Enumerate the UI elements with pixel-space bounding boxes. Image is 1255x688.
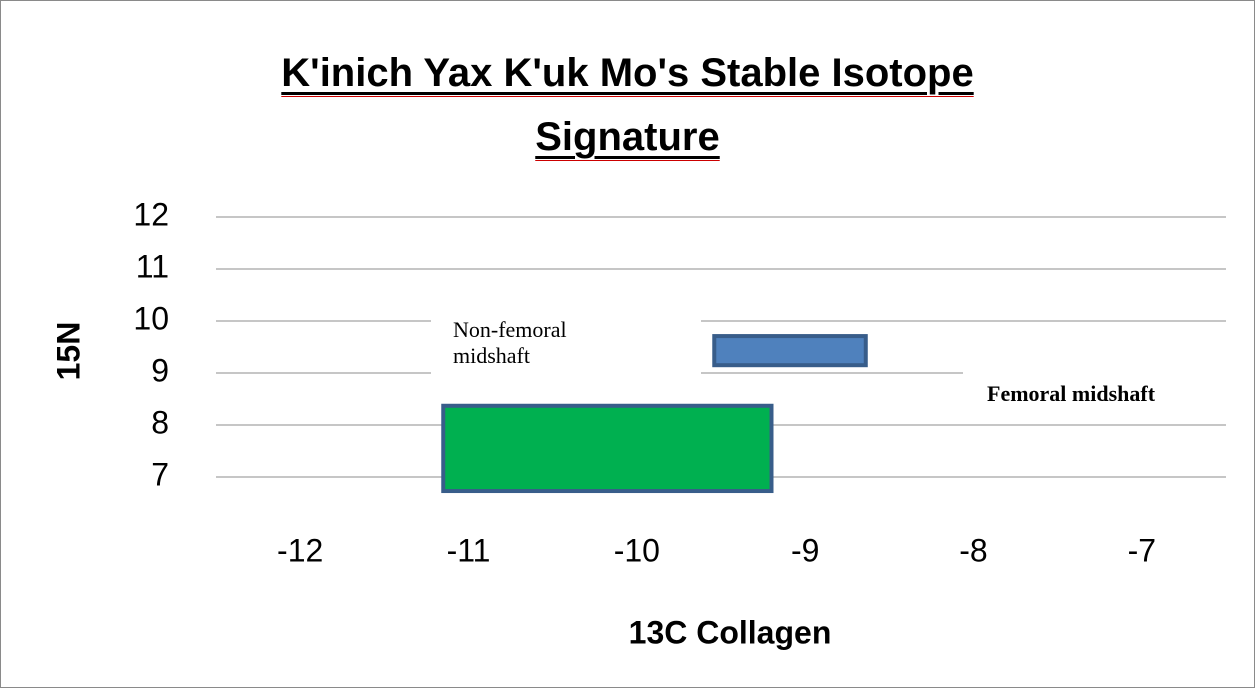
series-label: Femoral midshaft	[963, 369, 1254, 417]
x-axis-label: 13C Collagen	[629, 614, 832, 650]
y-tick-label: 7	[151, 456, 169, 492]
y-tick-label: 12	[133, 196, 169, 232]
x-tick-label: -11	[447, 532, 491, 568]
chart-title: K'inich Yax K'uk Mo's Stable Isotope Sig…	[1, 41, 1254, 169]
y-tick-label: 8	[151, 404, 169, 440]
x-tick-label: -8	[959, 532, 987, 568]
title-text: Signature	[535, 115, 720, 159]
x-tick-label: -9	[791, 532, 819, 568]
x-tick-label: -12	[277, 532, 323, 568]
series-label: Non-femoral midshaft	[431, 313, 701, 393]
y-tick-label: 9	[151, 352, 169, 388]
range-box	[441, 403, 774, 494]
range-box	[712, 334, 868, 368]
title-text: K'inich Yax K'uk Mo's Stable Isotope	[281, 51, 974, 95]
title-line: K'inich Yax K'uk Mo's Stable Isotope	[1, 41, 1254, 105]
y-axis-label: 15N	[50, 322, 86, 381]
title-line: Signature	[1, 105, 1254, 169]
x-tick-label: -10	[614, 532, 660, 568]
x-tick-label: -7	[1128, 532, 1156, 568]
y-tick-label: 11	[136, 248, 169, 284]
y-tick-label: 10	[133, 300, 169, 336]
